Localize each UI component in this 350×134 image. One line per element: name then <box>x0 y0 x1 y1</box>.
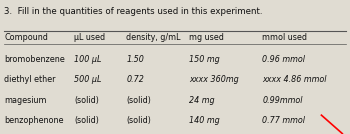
Text: 500 μL: 500 μL <box>74 75 101 84</box>
Text: xxxx 4.86 mmol: xxxx 4.86 mmol <box>262 75 327 84</box>
Text: 24 mg: 24 mg <box>189 96 215 105</box>
Text: (solid): (solid) <box>74 96 99 105</box>
Text: 0.96 mmol: 0.96 mmol <box>262 55 305 64</box>
Text: 150 mg: 150 mg <box>189 55 220 64</box>
Text: 0.99mmol: 0.99mmol <box>262 96 303 105</box>
Text: 140 mg: 140 mg <box>189 116 220 125</box>
Text: 0.72: 0.72 <box>126 75 144 84</box>
Text: density, g/mL: density, g/mL <box>126 33 181 42</box>
Text: (solid): (solid) <box>74 116 99 125</box>
Text: diethyl ether: diethyl ether <box>4 75 56 84</box>
Text: mmol used: mmol used <box>262 33 307 42</box>
Text: magesium: magesium <box>4 96 47 105</box>
Text: 100 μL: 100 μL <box>74 55 101 64</box>
Text: 3.  Fill in the quantities of reagents used in this experiment.: 3. Fill in the quantities of reagents us… <box>4 7 263 16</box>
Text: mg used: mg used <box>189 33 224 42</box>
Text: Compound: Compound <box>4 33 48 42</box>
Text: benzophenone: benzophenone <box>4 116 64 125</box>
Text: (solid): (solid) <box>126 116 151 125</box>
Text: 0.77 mmol: 0.77 mmol <box>262 116 305 125</box>
Text: μL used: μL used <box>74 33 105 42</box>
Text: 1.50: 1.50 <box>126 55 144 64</box>
Text: (solid): (solid) <box>126 96 151 105</box>
Text: bromobenzene: bromobenzene <box>4 55 65 64</box>
Text: xxxx 360mg: xxxx 360mg <box>189 75 239 84</box>
